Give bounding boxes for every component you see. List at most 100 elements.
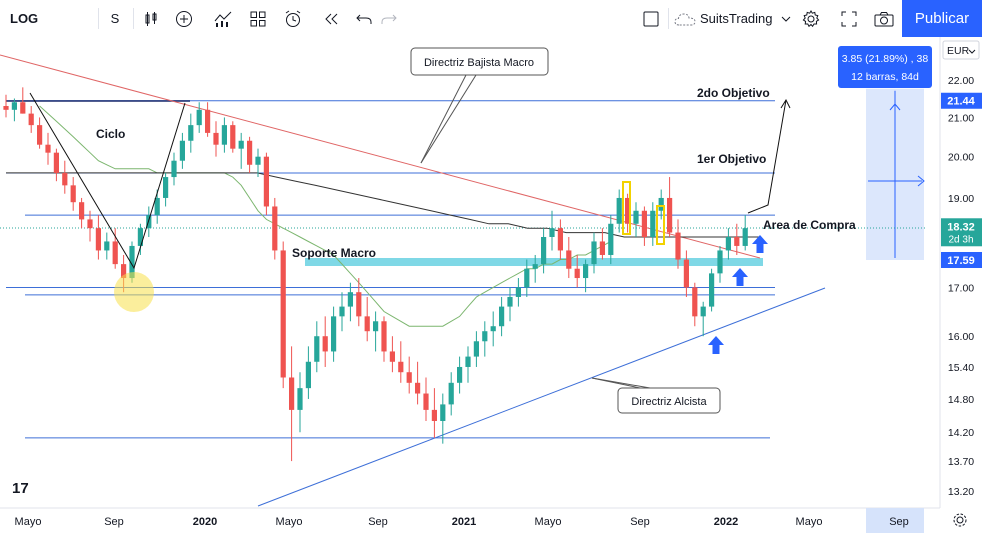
candle [641, 206, 647, 246]
candle [608, 215, 614, 265]
redo-icon[interactable] [378, 0, 400, 37]
candle [196, 102, 202, 133]
currency-chevron-icon [968, 49, 976, 54]
candle-body [112, 241, 118, 265]
candle-body [347, 292, 353, 307]
price-chart[interactable]: Directriz Bajista Macro Directriz Alcista… [0, 37, 982, 533]
candle-body [532, 264, 538, 269]
candle [20, 87, 26, 114]
undo-icon[interactable] [353, 0, 375, 37]
price-tick-label: 15.40 [948, 362, 974, 374]
candle-body [339, 306, 345, 317]
candle-body [163, 177, 169, 198]
candle [431, 388, 437, 438]
candle [289, 346, 295, 462]
candle-body [574, 268, 580, 279]
candle-body [616, 197, 622, 224]
buy-arrow-high [752, 235, 768, 253]
price-tick-label: 14.80 [948, 394, 974, 406]
candle-body [104, 241, 110, 251]
replay-icon[interactable] [320, 0, 342, 37]
callout-pointer-alcista-b [591, 377, 651, 389]
settings-icon[interactable] [800, 0, 822, 37]
candle-body [221, 125, 227, 145]
candle-body [70, 185, 76, 203]
chart-area[interactable]: Directriz Bajista Macro Directriz Alcista… [0, 37, 982, 533]
candle [95, 215, 101, 260]
candle-body [364, 316, 370, 332]
candle [465, 346, 471, 383]
candle [45, 132, 51, 165]
interval-button[interactable]: S [110, 11, 120, 26]
buy-arrow-mid [732, 268, 748, 286]
currency-label: EUR [947, 45, 970, 57]
candle-body [557, 228, 563, 251]
candle [230, 121, 236, 153]
indicators-icon[interactable] [212, 0, 234, 37]
candle-body [683, 259, 689, 288]
candle [616, 189, 622, 233]
chart-settings-icon[interactable] [953, 513, 967, 527]
label-area-de-compra: Area de Compra [763, 218, 856, 232]
candle-body [389, 351, 395, 362]
candle-body [230, 125, 236, 149]
candle [549, 210, 555, 251]
symbol-search-button[interactable]: LOG [10, 11, 39, 26]
candle [507, 287, 513, 322]
candle-body [196, 109, 202, 126]
candle [625, 193, 631, 233]
callout-pointer-bajista-b [420, 74, 477, 164]
time-axis-projection-highlight [866, 508, 924, 533]
candle [717, 245, 723, 283]
candle-body [717, 250, 723, 274]
candle [574, 254, 580, 288]
alert-icon[interactable] [282, 0, 304, 37]
candle-body [263, 156, 269, 207]
add-indicator-icon[interactable] [173, 0, 195, 37]
gear-icon-center [956, 516, 964, 524]
candles-icon[interactable] [140, 0, 162, 37]
layout-icon[interactable] [247, 0, 269, 37]
callout-box-bajista [410, 47, 549, 76]
time-tick-label: 2020 [193, 516, 217, 528]
fullscreen-icon[interactable] [838, 0, 860, 37]
candle-body [583, 264, 589, 279]
candle-body [79, 202, 85, 220]
candle [11, 98, 17, 122]
candle-body [641, 210, 647, 237]
square-icon[interactable] [640, 0, 662, 37]
candle [137, 223, 143, 255]
time-tick-label: 2022 [714, 516, 738, 528]
candle-body [675, 232, 681, 260]
candle [381, 316, 387, 362]
toolbar-divider [133, 8, 134, 29]
price-tick-label: 20.00 [948, 152, 974, 164]
label-soporte-macro: Soporte Macro [292, 246, 376, 260]
camera-icon[interactable] [873, 0, 895, 37]
publish-button[interactable]: Publicar [902, 0, 982, 37]
price-tick-label: 22.00 [948, 75, 974, 87]
candle [322, 316, 328, 367]
candle-body [465, 356, 471, 367]
candle [725, 228, 731, 260]
candle [154, 189, 160, 224]
candle-body [440, 404, 446, 421]
candle [541, 228, 547, 274]
candle-body [633, 210, 639, 224]
candle-body [238, 140, 244, 149]
candle-body [314, 336, 320, 362]
candle-body [431, 409, 437, 421]
candle [79, 197, 85, 229]
time-tick-label: 2021 [452, 516, 476, 528]
candle [272, 197, 278, 260]
candle-body [297, 388, 303, 410]
last-price-badge [941, 218, 982, 247]
account-button[interactable]: SuitsTrading [674, 0, 794, 37]
candle [171, 152, 177, 186]
moving-average-green [39, 105, 612, 327]
candle-body [566, 250, 572, 269]
buy-arrow-low [708, 336, 724, 354]
candle [331, 306, 337, 362]
candle [591, 232, 597, 274]
candle-body [415, 382, 421, 394]
